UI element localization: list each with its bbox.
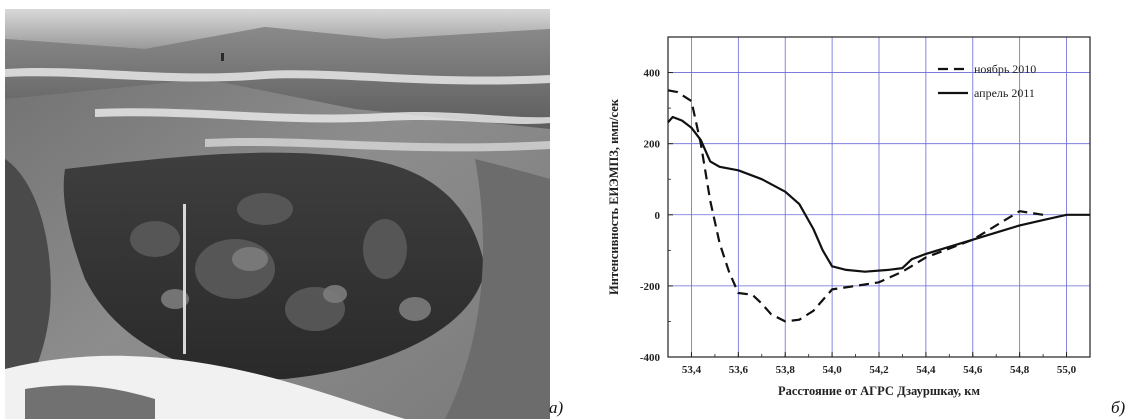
x-tick-label: 53,6 [729,364,749,376]
landscape-photo [5,9,550,419]
y-tick-label: -200 [640,281,661,293]
x-tick-label: 54,4 [916,364,936,376]
y-tick-label: -400 [640,352,661,364]
chart-legend: ноябрь 2010 апрель 2011 [938,62,1036,100]
x-tick-label: 54,0 [822,364,842,376]
y-tick-label: 400 [644,68,661,80]
x-axis-title: Расстояние от АГРС Дзауршкау, км [778,384,980,398]
chart-grid [668,37,1090,358]
y-axis-title: Интенсивность ЕИЭМПЗ, имп/сек [607,98,621,295]
x-tick-label: 53,4 [682,364,702,376]
series-line-april-2011 [667,115,1090,273]
axis-ticks: 53,4 53,6 53,8 54,0 54,2 54,4 54,6 54,8 55,0 400 2… [640,68,1091,376]
x-tick-label: 54,6 [963,364,983,376]
x-tick-label: 55,0 [1057,364,1077,376]
legend-label: апрель 2011 [974,86,1035,100]
chart-panel-letter: б) [1111,398,1126,417]
y-tick-label: 200 [644,139,661,151]
legend-label: ноябрь 2010 [974,62,1036,76]
series-line-november-2010 [667,89,1044,323]
y-tick-label: 0 [655,210,661,222]
x-tick-label: 53,8 [776,364,796,376]
line-chart: 53,4 53,6 53,8 54,0 54,2 54,4 54,6 54,8 55,0 400 2… [607,36,1091,398]
x-tick-label: 54,8 [1010,364,1030,376]
photo-panel-letter: а) [549,398,564,417]
chart-series [667,89,1090,323]
x-tick-label: 54,2 [869,364,889,376]
chart-panel: 53,4 53,6 53,8 54,0 54,2 54,4 54,6 54,8 55,0 400 2… [600,25,1100,405]
photo-panel [5,9,550,419]
